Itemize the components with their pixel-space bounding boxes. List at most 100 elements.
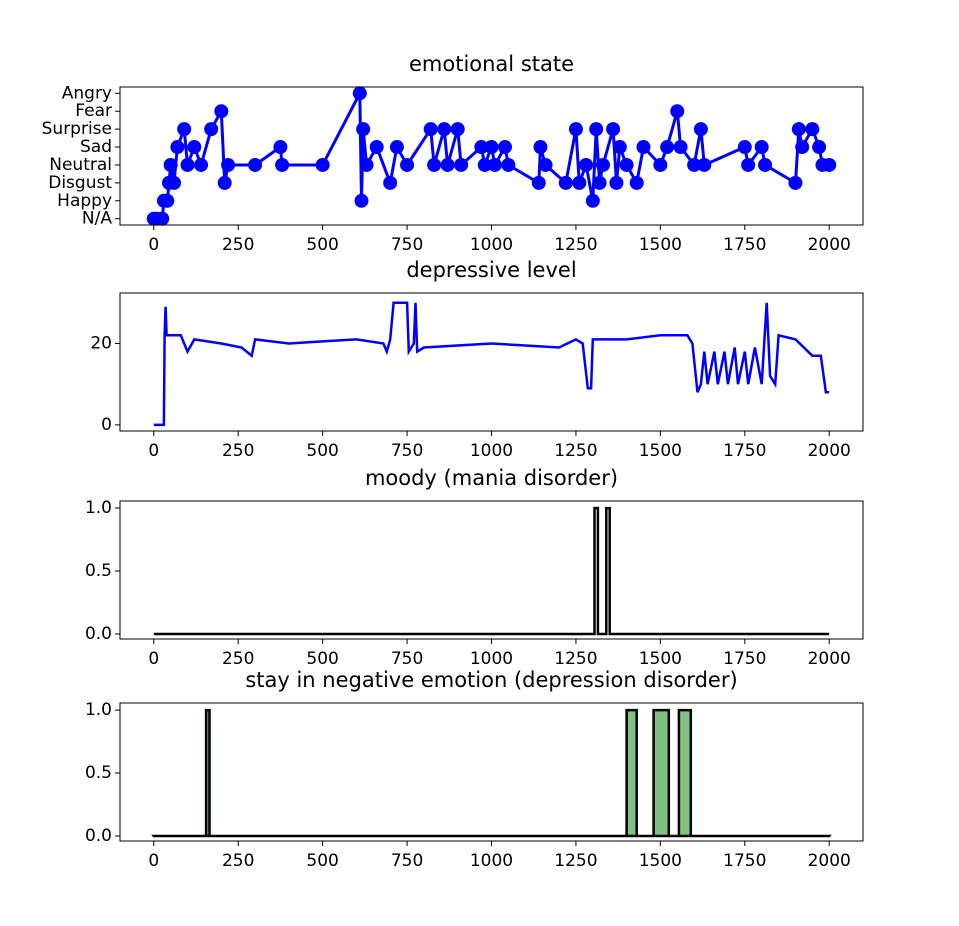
x-tick-label: 0: [148, 649, 159, 669]
x-tick-label: 1000: [470, 235, 513, 255]
axes-frame: [119, 86, 864, 226]
marker: [822, 157, 837, 172]
marker: [612, 140, 627, 155]
x-tick-label: 250: [222, 851, 254, 871]
marker: [163, 157, 178, 172]
marker: [538, 157, 553, 172]
x-tick-label: 750: [391, 649, 423, 669]
chart-title: depressive level: [406, 258, 576, 282]
x-tick-label: 1750: [723, 851, 766, 871]
marker: [533, 140, 548, 155]
marker: [400, 157, 415, 172]
marker: [788, 175, 803, 190]
chart-title: moody (mania disorder): [365, 466, 618, 490]
marker: [673, 140, 688, 155]
x-tick-label: 750: [391, 851, 423, 871]
marker: [369, 140, 384, 155]
x-tick-label: 2000: [808, 851, 851, 871]
x-tick-label: 0: [148, 235, 159, 255]
x-tick-label: 1000: [470, 649, 513, 669]
marker: [609, 175, 624, 190]
x-tick-label: 1500: [639, 441, 682, 461]
marker: [606, 122, 621, 137]
marker: [389, 140, 404, 155]
marker: [477, 157, 492, 172]
y-tick-label: Disgust: [48, 173, 112, 193]
y-tick-label: 0.5: [85, 561, 112, 581]
marker: [217, 175, 232, 190]
marker: [498, 140, 513, 155]
marker: [693, 122, 708, 137]
marker: [354, 193, 369, 208]
y-tick-label: Angry: [62, 83, 112, 103]
y-tick-label: Sad: [80, 137, 112, 157]
chart-title: emotional state: [409, 52, 574, 76]
marker: [484, 140, 499, 155]
marker: [754, 140, 769, 155]
marker: [558, 175, 573, 190]
x-tick-label: 1500: [639, 851, 682, 871]
x-tick-label: 1250: [554, 851, 597, 871]
line: [153, 301, 830, 427]
marker: [474, 140, 489, 155]
marker: [187, 140, 202, 155]
x-tick-label: 1500: [639, 235, 682, 255]
axes-frame: [119, 500, 864, 640]
marker: [619, 157, 634, 172]
marker: [741, 157, 756, 172]
marker: [454, 157, 469, 172]
marker: [795, 140, 810, 155]
marker: [629, 175, 644, 190]
x-tick-label: 500: [306, 441, 338, 461]
marker: [572, 175, 587, 190]
x-tick-label: 500: [306, 235, 338, 255]
marker: [487, 157, 502, 172]
marker: [356, 122, 371, 137]
marker: [531, 175, 546, 190]
y-tick-label: 0: [101, 415, 112, 435]
marker: [273, 140, 288, 155]
marker: [275, 157, 290, 172]
x-tick-label: 1750: [723, 235, 766, 255]
y-tick-label: Happy: [57, 191, 112, 211]
y-tick-label: N/A: [82, 209, 112, 229]
x-tick-label: 1250: [554, 649, 597, 669]
x-tick-label: 750: [391, 235, 423, 255]
marker: [177, 122, 192, 137]
x-tick-label: 1250: [554, 235, 597, 255]
marker: [155, 211, 170, 226]
x-tick-label: 0: [148, 441, 159, 461]
area: [151, 708, 832, 838]
marker: [160, 193, 175, 208]
x-tick-label: 1500: [639, 649, 682, 669]
y-tick-label: 20: [90, 333, 112, 353]
marker: [180, 157, 195, 172]
marker: [595, 157, 610, 172]
x-tick-label: 250: [222, 649, 254, 669]
marker: [670, 104, 685, 119]
y-tick-label: 0.0: [85, 624, 112, 644]
x-tick-label: 250: [222, 441, 254, 461]
x-tick-label: 1000: [470, 851, 513, 871]
marker: [791, 122, 806, 137]
marker: [653, 157, 668, 172]
x-tick-label: 0: [148, 851, 159, 871]
axes-frame: [119, 292, 864, 432]
marker: [437, 122, 452, 137]
x-tick-label: 2000: [808, 649, 851, 669]
marker: [450, 122, 465, 137]
y-tick-label: 0.0: [85, 826, 112, 846]
marker: [758, 157, 773, 172]
marker: [214, 104, 229, 119]
y-tick-label: Surprise: [42, 119, 112, 139]
marker: [589, 122, 604, 137]
y-tick-label: Fear: [75, 101, 112, 121]
marker: [221, 157, 236, 172]
marker: [636, 140, 651, 155]
marker: [697, 157, 712, 172]
y-tick-label: 1.0: [85, 700, 112, 720]
marker: [383, 175, 398, 190]
marker: [568, 122, 583, 137]
x-tick-label: 2000: [808, 441, 851, 461]
